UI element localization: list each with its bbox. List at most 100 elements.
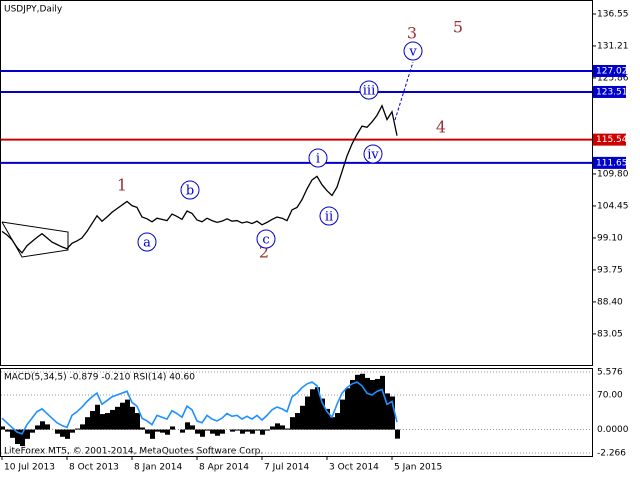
macd-bar [275, 423, 280, 430]
macd-bar [25, 429, 30, 439]
macd-bar [200, 429, 205, 437]
footer: LiteForex MT5, © 2001-2014, MetaQuotes S… [4, 447, 263, 457]
y-tick-label: 93.75 [597, 265, 623, 275]
macd-bar [230, 429, 235, 432]
y-tick-label: 136.55 [597, 9, 629, 19]
macd-bar [40, 421, 45, 430]
macd-bar [205, 429, 210, 431]
level-label: 115.54 [596, 135, 628, 145]
macd-bar [180, 429, 185, 433]
chart-title: USDJPY,Daily [4, 5, 63, 15]
y-tick-label: 0.0000 [597, 425, 629, 435]
macd-bar [255, 429, 260, 431]
macd-bar [330, 417, 335, 430]
wave-circle [359, 80, 379, 100]
x-tick-label: 7 Jul 2014 [264, 463, 309, 473]
y-tick-label: 131.21 [597, 41, 629, 51]
macd-bar [325, 408, 330, 430]
y-tick-label: 83.05 [597, 329, 623, 339]
macd-bar [80, 424, 85, 430]
macd-bar [145, 429, 150, 434]
indicator-title: MACD(5,34,5) -0.879 -0.210 RSI(14) 40.60 [4, 373, 195, 383]
macd-bar [115, 406, 120, 430]
x-tick-label: 8 Oct 2013 [69, 463, 119, 473]
x-tick-label: 5 Jan 2015 [394, 463, 442, 473]
macd-bar [215, 429, 220, 436]
macd-bar [265, 429, 270, 431]
macd-bar [310, 389, 315, 430]
y-tick-label: 109.80 [597, 169, 629, 179]
x-tick-label: 3 Oct 2014 [329, 463, 379, 473]
macd-bar [185, 422, 190, 430]
macd-bar [355, 374, 360, 430]
main-frame [0, 0, 593, 366]
macd-bar [390, 396, 395, 430]
macd-bar [170, 426, 175, 430]
macd-bar [130, 406, 135, 430]
y-tick-label: 5.576 [597, 367, 623, 377]
level-tag [593, 85, 626, 98]
macd-bar [105, 413, 110, 430]
x-tick-label: 10 Jul 2013 [4, 463, 55, 473]
macd-bar [45, 424, 50, 430]
macd-bar [300, 405, 305, 430]
macd-bar [365, 377, 370, 430]
macd-bar [195, 429, 200, 434]
macd-bar [260, 429, 265, 435]
macd-bar [270, 426, 275, 430]
macd-bar [135, 413, 140, 430]
level-tag [593, 156, 626, 169]
wave-circle [256, 229, 276, 249]
wave-label: 5 [453, 18, 463, 37]
macd-bar [140, 427, 145, 430]
macd-bar [380, 375, 385, 430]
macd-bar [360, 373, 365, 430]
wave-label: iv [367, 148, 379, 163]
macd-bar [375, 378, 380, 430]
wave-circle [403, 41, 423, 61]
y-tick-label: -2.266 [597, 448, 626, 458]
macd-bar [100, 414, 105, 430]
macd-bar [395, 429, 400, 439]
wave-label: i [316, 152, 320, 167]
macd-bar [335, 413, 340, 430]
macd-bar [160, 429, 165, 433]
macd-bar [345, 388, 350, 430]
series-line [1, 104, 398, 254]
macd-bar [305, 396, 310, 430]
wave-circle [308, 148, 328, 168]
y2-tick-label: 70.00 [597, 391, 623, 401]
macd-bar [295, 413, 300, 430]
macd-bar [245, 429, 250, 432]
macd-bar [340, 399, 345, 430]
y-tick-label: 88.40 [597, 297, 623, 307]
wave-label: v [408, 45, 417, 60]
macd-bar [150, 429, 155, 439]
macd-bar [315, 387, 320, 430]
wave-circle [363, 144, 383, 164]
level-label: 127.02 [596, 66, 628, 76]
level-label: 111.65 [596, 158, 628, 168]
wave-label: 2 [259, 243, 269, 262]
wave-label: 3 [407, 24, 417, 43]
wave-label: ii [325, 210, 333, 225]
wave-label: 1 [117, 176, 127, 195]
wave-circle [319, 206, 339, 226]
macd-bar [0, 426, 5, 430]
wave-label: iii [363, 84, 375, 99]
macd-bar [90, 410, 95, 430]
macd-bar [65, 429, 70, 439]
macd-bar [120, 402, 125, 430]
macd-bar [290, 417, 295, 430]
macd-bar [60, 429, 65, 437]
y-tick-label: 125.86 [597, 73, 629, 83]
macd-bar [190, 425, 195, 430]
macd-bar [70, 429, 75, 433]
series-line [1, 381, 398, 435]
macd-bar [55, 429, 60, 434]
macd-bar [35, 425, 40, 430]
macd-bar [370, 379, 375, 430]
x-tick-label: 8 Apr 2014 [199, 463, 249, 473]
wave-label: b [186, 184, 194, 199]
level-tag [593, 64, 626, 77]
